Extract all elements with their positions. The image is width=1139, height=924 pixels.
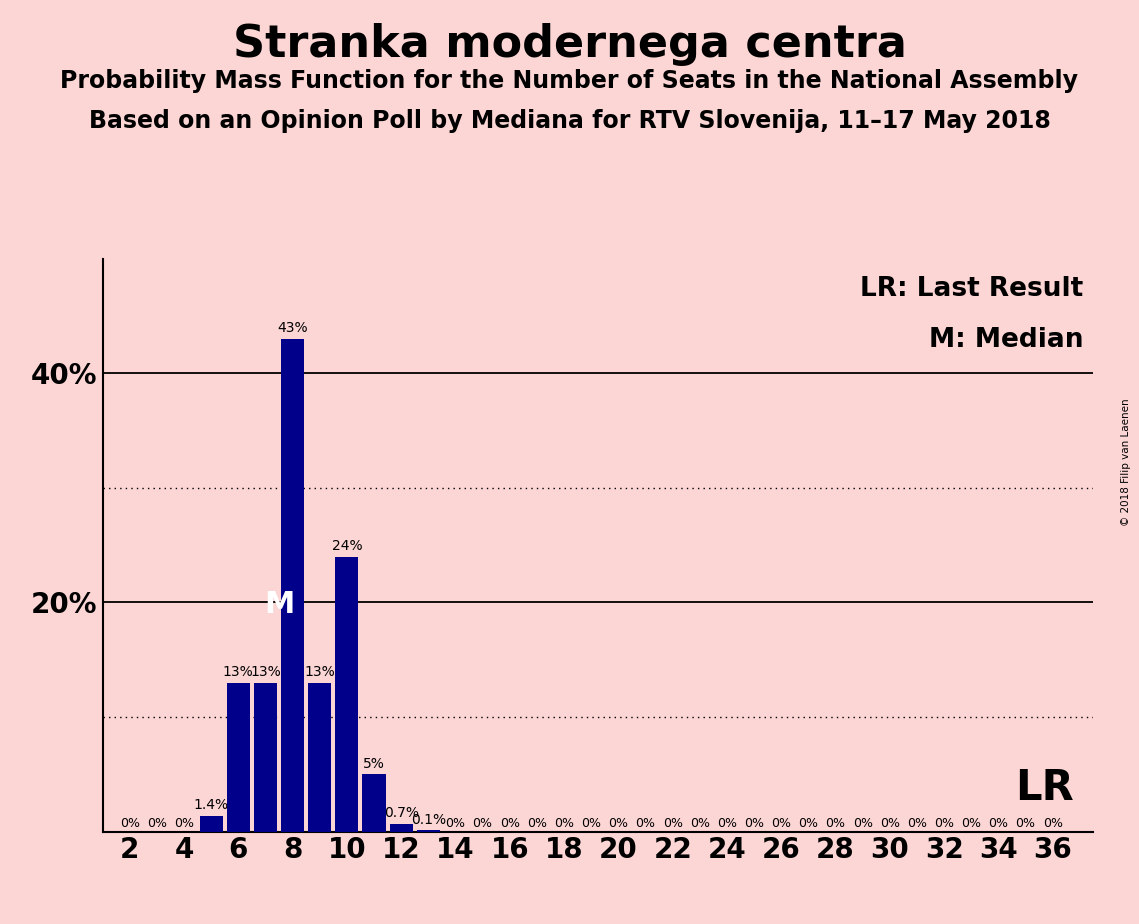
Text: 0%: 0% (907, 818, 927, 831)
Text: 0%: 0% (989, 818, 1008, 831)
Text: 0%: 0% (744, 818, 764, 831)
Bar (390, 823, 412, 832)
Text: M: Median: M: Median (929, 327, 1083, 354)
Text: M: M (264, 590, 294, 619)
Bar (227, 683, 249, 832)
Text: 0%: 0% (554, 818, 574, 831)
Text: 0%: 0% (500, 818, 519, 831)
Bar (254, 683, 277, 832)
Text: 13%: 13% (304, 665, 335, 679)
Text: 1.4%: 1.4% (194, 798, 229, 812)
Text: 0%: 0% (581, 818, 601, 831)
Text: 0%: 0% (771, 818, 792, 831)
Text: 0%: 0% (879, 818, 900, 831)
Text: 0%: 0% (445, 818, 466, 831)
Text: 0%: 0% (798, 818, 819, 831)
Text: Stranka modernega centra: Stranka modernega centra (232, 23, 907, 67)
Text: 0%: 0% (147, 818, 166, 831)
Bar (199, 816, 222, 832)
Bar (335, 556, 359, 832)
Text: 43%: 43% (277, 322, 308, 335)
Bar (309, 683, 331, 832)
Bar (362, 774, 385, 832)
Text: 0%: 0% (690, 818, 710, 831)
Text: 0.7%: 0.7% (384, 806, 419, 821)
Text: 13%: 13% (223, 665, 254, 679)
Text: LR: Last Result: LR: Last Result (860, 276, 1083, 302)
Text: 0%: 0% (636, 818, 655, 831)
Bar (281, 339, 304, 832)
Text: 0%: 0% (663, 818, 682, 831)
Text: 0%: 0% (120, 818, 140, 831)
Text: 0%: 0% (1016, 818, 1035, 831)
Text: © 2018 Filip van Laenen: © 2018 Filip van Laenen (1121, 398, 1131, 526)
Bar (417, 831, 440, 832)
Text: 0%: 0% (174, 818, 194, 831)
Text: 13%: 13% (251, 665, 281, 679)
Text: Based on an Opinion Poll by Mediana for RTV Slovenija, 11–17 May 2018: Based on an Opinion Poll by Mediana for … (89, 109, 1050, 133)
Text: 0%: 0% (961, 818, 982, 831)
Text: 0%: 0% (1042, 818, 1063, 831)
Text: 0%: 0% (826, 818, 845, 831)
Text: 0%: 0% (473, 818, 492, 831)
Text: 0%: 0% (716, 818, 737, 831)
Text: 24%: 24% (331, 540, 362, 553)
Text: Probability Mass Function for the Number of Seats in the National Assembly: Probability Mass Function for the Number… (60, 69, 1079, 93)
Text: 0%: 0% (934, 818, 954, 831)
Text: 5%: 5% (363, 757, 385, 771)
Text: LR: LR (1015, 767, 1074, 808)
Text: 0%: 0% (853, 818, 872, 831)
Text: 0%: 0% (527, 818, 547, 831)
Text: 0%: 0% (608, 818, 629, 831)
Text: 0.1%: 0.1% (411, 813, 445, 827)
